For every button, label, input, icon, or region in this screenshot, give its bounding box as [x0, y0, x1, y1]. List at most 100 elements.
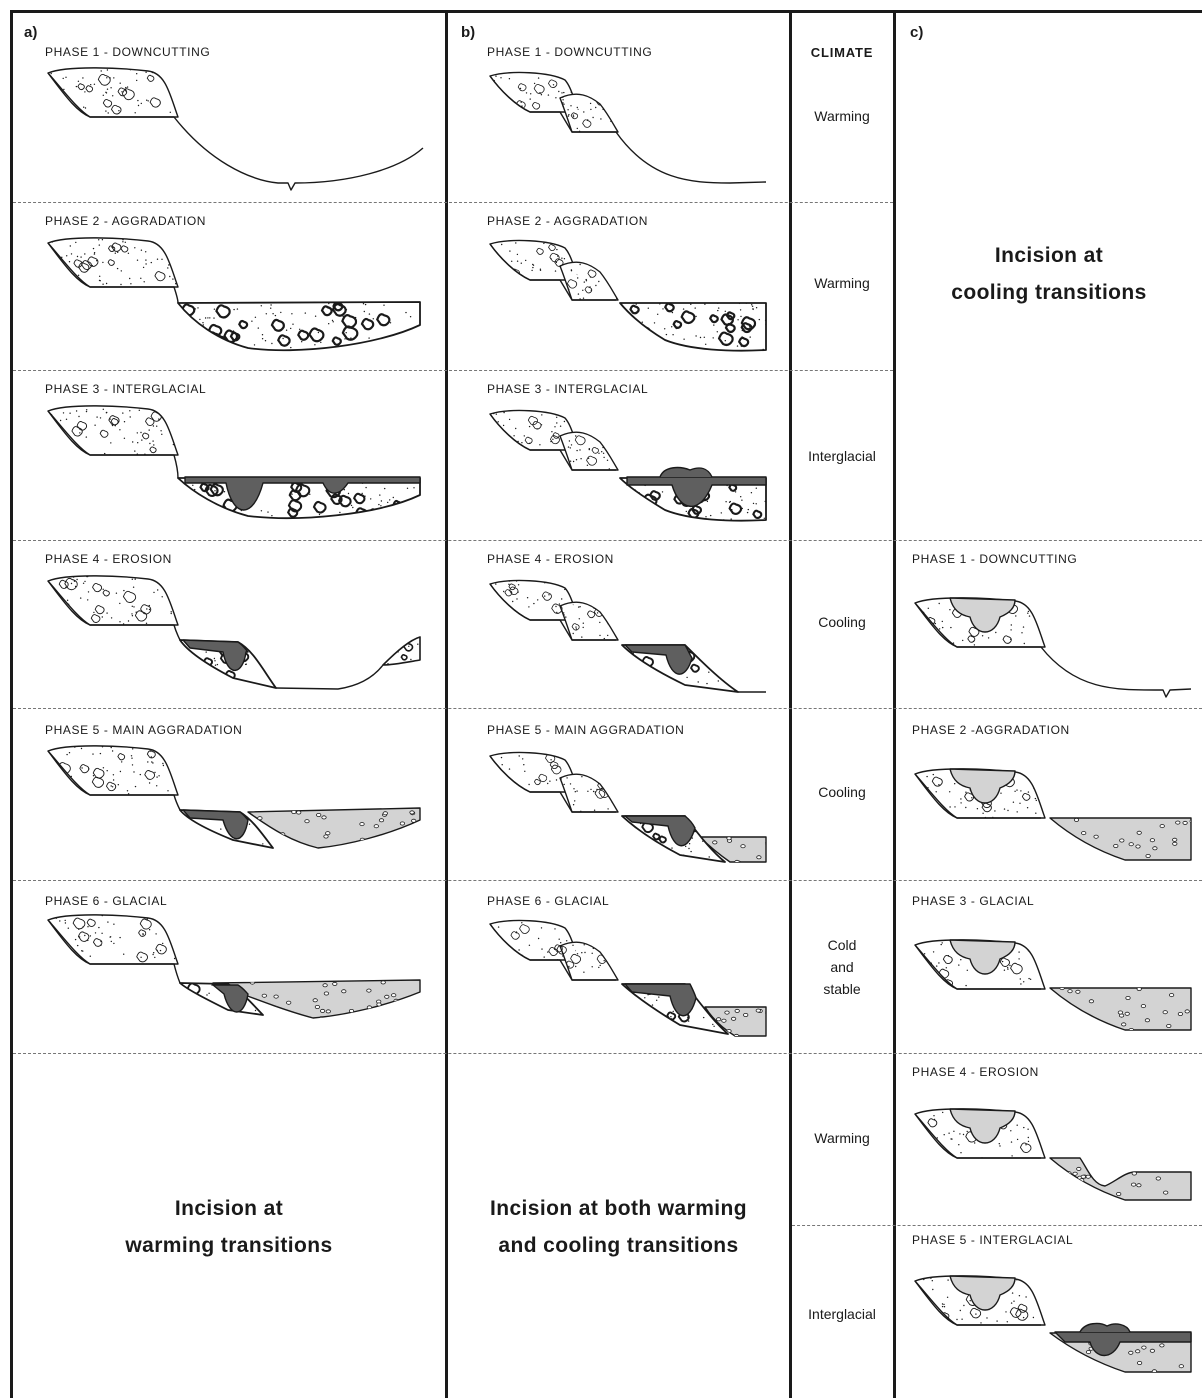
stipple-dot: [136, 432, 138, 434]
stipple-dot: [654, 300, 655, 301]
pebble: [384, 994, 390, 999]
stipple-dot: [491, 957, 493, 959]
stipple-dot: [406, 487, 409, 489]
fill-pattern-cb2b4: [565, 606, 618, 640]
pebble: [1076, 1166, 1082, 1171]
stipple-dot: [980, 1322, 982, 1324]
gravel-clast: [87, 256, 99, 267]
stipple-dot: [70, 611, 72, 613]
stipple-dot: [1011, 1155, 1013, 1157]
valley-profile-b1: [489, 75, 767, 184]
stipple-dot: [168, 421, 170, 423]
stipple-dot: [597, 942, 599, 945]
stipple-dot: [584, 471, 585, 472]
stipple-dot: [410, 299, 411, 300]
stipple-dot: [492, 752, 495, 755]
stipple-dot: [725, 501, 727, 503]
stipple-dot: [931, 1280, 933, 1282]
stipple-dot: [579, 245, 580, 247]
stipple-dot: [161, 258, 163, 260]
incised-glacial-fill-c5: [949, 1275, 1016, 1311]
stipple-dot: [414, 348, 416, 350]
stipple-dot: [1027, 1140, 1030, 1143]
stipple-dot: [381, 340, 384, 342]
stipple-dot: [89, 955, 92, 957]
stipple-dot: [610, 438, 612, 440]
stipple-dot: [159, 949, 162, 952]
gravel-clast: [229, 331, 241, 342]
stipple-dot: [388, 653, 390, 655]
stipple-dot: [183, 520, 184, 521]
gravel-clast: [728, 502, 742, 515]
stipple-dot: [200, 981, 201, 982]
stipple-dot: [202, 322, 204, 324]
stipple-dot: [755, 307, 758, 309]
stipple-dot: [1023, 1109, 1025, 1112]
stipple-dot: [68, 261, 71, 263]
stipple-dot: [612, 945, 614, 947]
stipple-dot: [82, 116, 84, 117]
stipple-dot: [202, 324, 204, 326]
stipple-dot: [372, 318, 374, 320]
stipple-dot: [922, 597, 924, 600]
gravel-clast: [551, 603, 563, 614]
stipple-dot: [188, 508, 191, 511]
stipple-dot: [578, 618, 580, 620]
stipple-dot: [110, 746, 112, 749]
stipple-dot: [618, 265, 619, 266]
stipple-dot: [1010, 629, 1012, 631]
stipple-dot: [713, 1025, 715, 1028]
pebble: [1082, 1361, 1088, 1366]
stipple-dot: [328, 323, 330, 325]
column-divider-b-climate: [789, 10, 792, 1398]
stipple-dot: [602, 446, 604, 449]
stipple-dot: [79, 237, 81, 239]
stipple-dot: [686, 676, 688, 679]
stipple-dot: [954, 595, 955, 596]
stipple-dot: [670, 1016, 672, 1018]
phase-label-a-3: PHASE 3 - INTERGLACIAL: [45, 382, 207, 396]
stipple-dot: [1043, 1136, 1045, 1138]
stipple-dot: [178, 269, 179, 270]
valley-profile-a4: [47, 580, 384, 690]
pebble: [1050, 841, 1056, 846]
stipple-dot: [323, 525, 324, 526]
stipple-dot: [123, 437, 126, 439]
gravel-clast: [967, 635, 976, 643]
stipple-dot: [620, 323, 622, 325]
stipple-dot: [389, 322, 392, 324]
stipple-dot: [502, 918, 503, 919]
stipple-dot: [930, 962, 932, 964]
stipple-dot: [929, 1303, 932, 1305]
gravel-clast: [90, 614, 101, 623]
stipple-dot: [539, 444, 541, 446]
stipple-dot: [1027, 612, 1029, 614]
stipple-dot: [63, 961, 65, 963]
pebble: [397, 842, 403, 847]
stipple-dot: [703, 336, 705, 338]
gravel-clast: [77, 931, 90, 942]
stipple-dot: [537, 937, 540, 940]
stipple-dot: [630, 1033, 633, 1034]
stipple-dot: [134, 112, 136, 114]
gravel-clast: [86, 918, 96, 927]
stipple-dot: [1019, 802, 1021, 804]
stipple-dot: [80, 597, 82, 599]
stipple-dot: [949, 806, 951, 808]
stipple-dot: [103, 574, 104, 575]
stipple-dot: [539, 269, 542, 271]
stipple-dot: [671, 311, 674, 314]
stipple-dot: [1025, 1144, 1027, 1146]
stipple-dot: [360, 347, 362, 349]
valley-profile-a1: [47, 72, 424, 191]
stipple-dot: [332, 321, 334, 323]
stipple-dot: [597, 436, 599, 438]
stipple-dot: [181, 488, 184, 490]
stipple-dot: [128, 745, 130, 747]
stipple-dot: [623, 1032, 625, 1034]
gravel-clast: [658, 835, 667, 844]
stipple-dot: [984, 595, 985, 596]
stipple-dot: [1016, 1138, 1019, 1141]
stipple-dot: [236, 352, 237, 353]
stipple-dot: [501, 243, 503, 246]
